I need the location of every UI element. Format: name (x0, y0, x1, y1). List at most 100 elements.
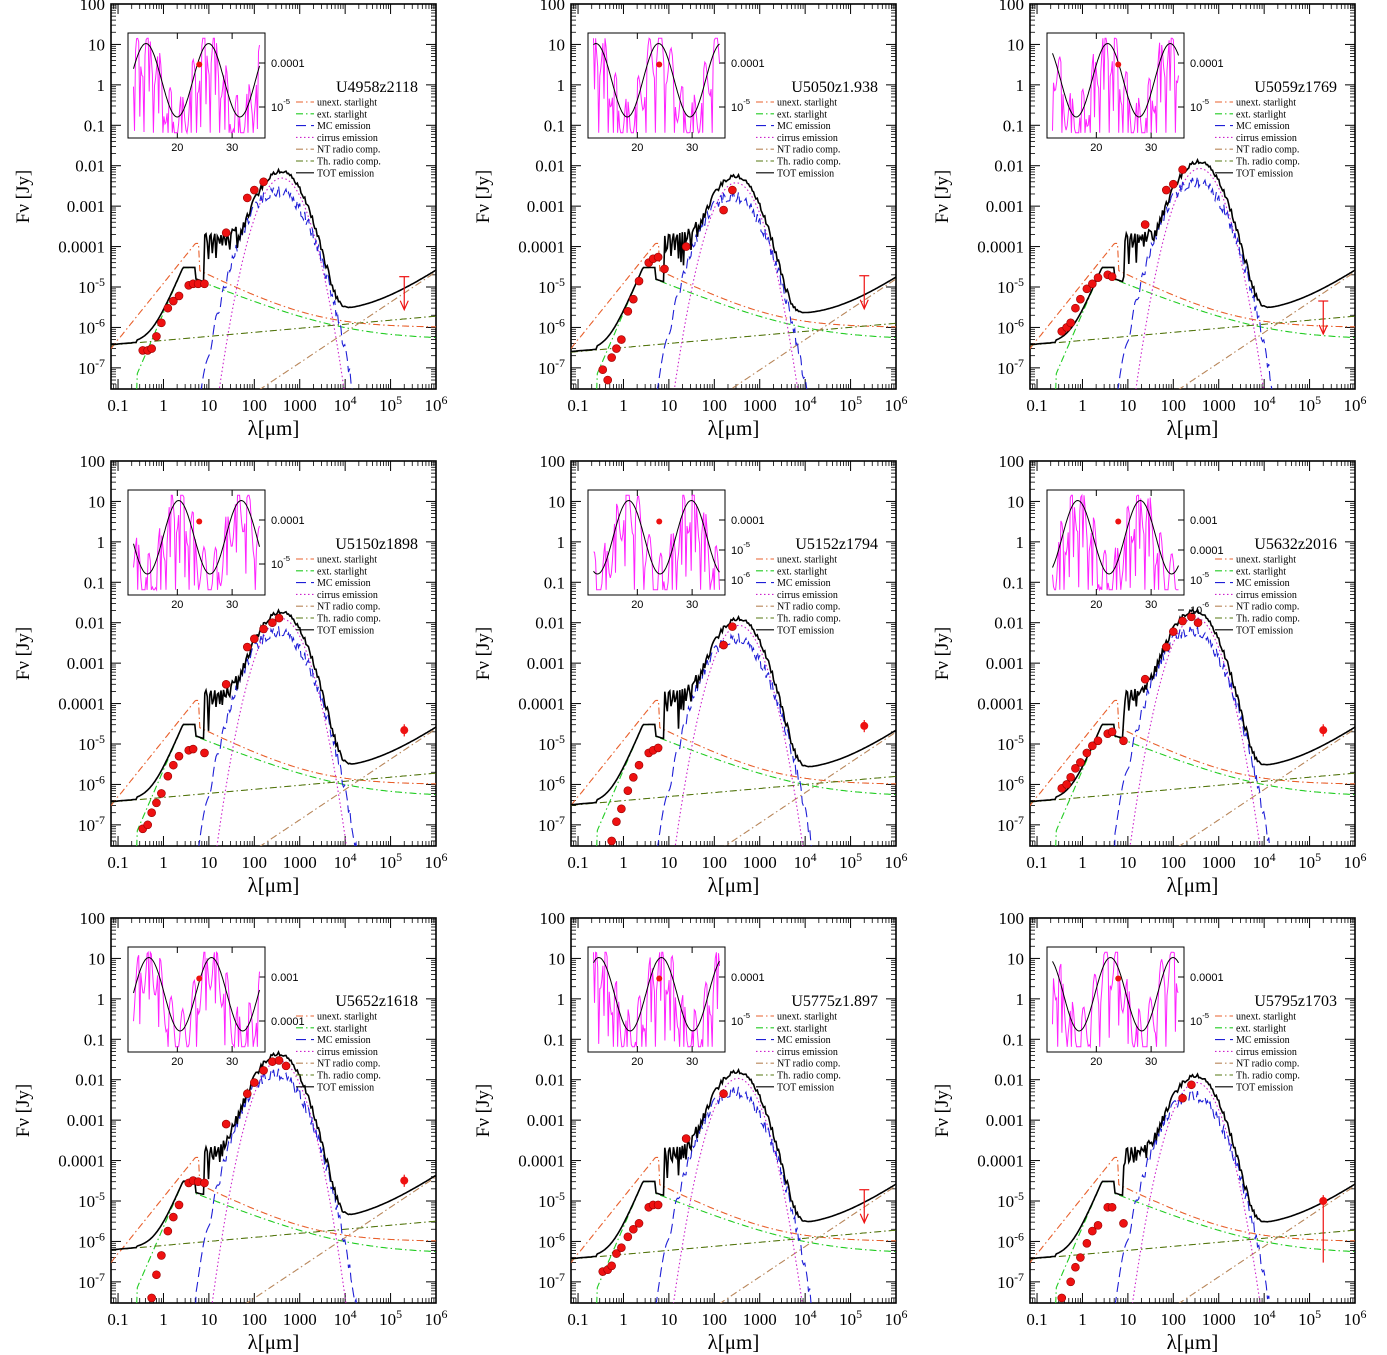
data-point (1066, 1277, 1075, 1287)
plot-frame (110, 917, 437, 1304)
y-tick-label: 10 (1007, 949, 1024, 968)
y-tick-label: 1 (557, 76, 566, 95)
plot-frame (570, 460, 897, 847)
y-tick-label: 10 (88, 949, 105, 968)
x-tick-label: 100 (242, 396, 268, 415)
legend-label: TOT emission (317, 1082, 374, 1093)
data-point (221, 228, 231, 238)
data-point (1107, 1202, 1117, 1212)
legend-label: Th. radio comp. (1236, 614, 1300, 625)
data-point (1169, 627, 1178, 636)
x-tick-label: 10 (200, 853, 217, 872)
y-tick-label: 0.001 (527, 1111, 565, 1130)
curve-cirrus (673, 182, 799, 389)
inset-y-tick: 10-5 (271, 97, 290, 114)
data-point (1093, 736, 1103, 746)
x-tick-label: 100 (702, 1310, 728, 1329)
data-point (653, 1200, 663, 1210)
data-point (1057, 1293, 1067, 1303)
inset-y-tick: 0.0001 (731, 515, 765, 527)
data-point (1082, 1238, 1092, 1248)
legend-label: TOT emission (317, 625, 374, 636)
x-tick-label: 10 (200, 396, 217, 415)
data-point (653, 743, 663, 753)
y-tick-label: 10-5 (538, 1189, 565, 1211)
curve-ext (596, 1181, 896, 1303)
x-tick-label: 1 (1078, 853, 1087, 872)
x-tick-label: 105 (1298, 850, 1321, 872)
x-tick-label: 104 (334, 850, 357, 872)
x-tick-label: 105 (379, 393, 402, 415)
curve-unext (111, 1156, 436, 1263)
x-tick-label: 10 (1119, 1310, 1136, 1329)
x-axis-label: λ[μm] (248, 1330, 300, 1354)
galaxy-name: U5152z1794 (795, 536, 878, 553)
y-tick-label: 1 (97, 990, 106, 1009)
y-tick-label: 10-7 (78, 1270, 105, 1292)
irs-spectrum (1052, 951, 1179, 1049)
inset-x-tick: 30 (686, 599, 698, 611)
data-point (1071, 303, 1080, 313)
inset-y-tick: 10-5 (731, 97, 750, 114)
data-point (1107, 272, 1117, 281)
inset-y-tick: 0.0001 (731, 58, 765, 70)
inset-x-tick: 20 (171, 1056, 183, 1068)
legend-label: MC emission (1236, 1035, 1290, 1046)
inset-y-tick: 0.0001 (1190, 58, 1224, 70)
curve-ext (1055, 724, 1355, 846)
y-tick-label: 10-6 (997, 315, 1024, 337)
data-point (1088, 279, 1097, 289)
inset-y-tick: 10-5 (1190, 97, 1209, 114)
data-point (268, 618, 277, 628)
legend-label: Th. radio comp. (777, 1071, 841, 1082)
data-point (1178, 165, 1187, 174)
plot-frame (570, 3, 897, 390)
data-point (163, 771, 173, 781)
y-tick-label: 0.01 (535, 157, 565, 176)
curve-th (111, 1220, 436, 1251)
x-tick-label: 104 (794, 393, 817, 415)
sed-panel-U5150z1898: 0.1 1 10 100 1000 104 105 106 10-7 10-6 10-5 0.0001… (13, 452, 448, 897)
irs-inset: 20 30 0.0001 10-5 (587, 946, 765, 1068)
data-point (728, 185, 737, 195)
y-tick-label: 10-6 (538, 772, 565, 794)
data-point (259, 624, 268, 634)
data-point (152, 798, 161, 808)
y-tick-label: 0.001 (527, 654, 565, 673)
legend-label: unext. starlight (317, 98, 377, 109)
inset-data-point (1115, 61, 1122, 68)
legend-label: cirrus emission (1236, 590, 1297, 601)
y-tick-label: 10-7 (997, 356, 1024, 378)
curve-tot (571, 614, 896, 806)
legend-label: NT radio comp. (317, 602, 380, 613)
data-point (250, 1078, 259, 1087)
legend-label: unext. starlight (317, 1012, 377, 1023)
curve-mc (655, 1086, 812, 1303)
x-tick-label: 1000 (743, 396, 777, 415)
y-tick-label: 0.01 (75, 1071, 105, 1090)
sed-panel-U5652z1618: 0.1 1 10 100 1000 104 105 106 10-7 10-6 10-5 0.0001… (13, 909, 448, 1354)
legend-label: ext. starlight (777, 566, 827, 577)
radio-data-point (1319, 1197, 1328, 1206)
y-tick-label: 0.1 (544, 1030, 565, 1049)
data-point (200, 279, 209, 289)
data-point (1076, 1253, 1085, 1262)
inset-model (133, 42, 260, 118)
legend-label: Th. radio comp. (777, 157, 841, 168)
data-point (169, 296, 178, 306)
y-tick-label: 10-7 (78, 813, 105, 835)
galaxy-name: U5059z1769 (1254, 79, 1337, 96)
x-tick-label: 100 (702, 853, 728, 872)
curve-tot (571, 172, 896, 353)
curve-tot (1030, 1072, 1355, 1260)
y-tick-label: 0.1 (1003, 116, 1024, 135)
y-axis-label: Fν [Jy] (473, 627, 494, 680)
legend-label: cirrus emission (1236, 133, 1297, 144)
data-point (719, 205, 728, 215)
sed-panel-U5795z1703: 0.1 1 10 100 1000 104 105 106 10-7 10-6 10-5 0.0001… (932, 909, 1367, 1354)
y-tick-label: 0.1 (84, 1030, 105, 1049)
y-tick-label: 10 (548, 492, 565, 511)
x-tick-label: 104 (334, 1307, 357, 1329)
y-tick-label: 0.1 (1003, 573, 1024, 592)
data-point (660, 264, 669, 274)
